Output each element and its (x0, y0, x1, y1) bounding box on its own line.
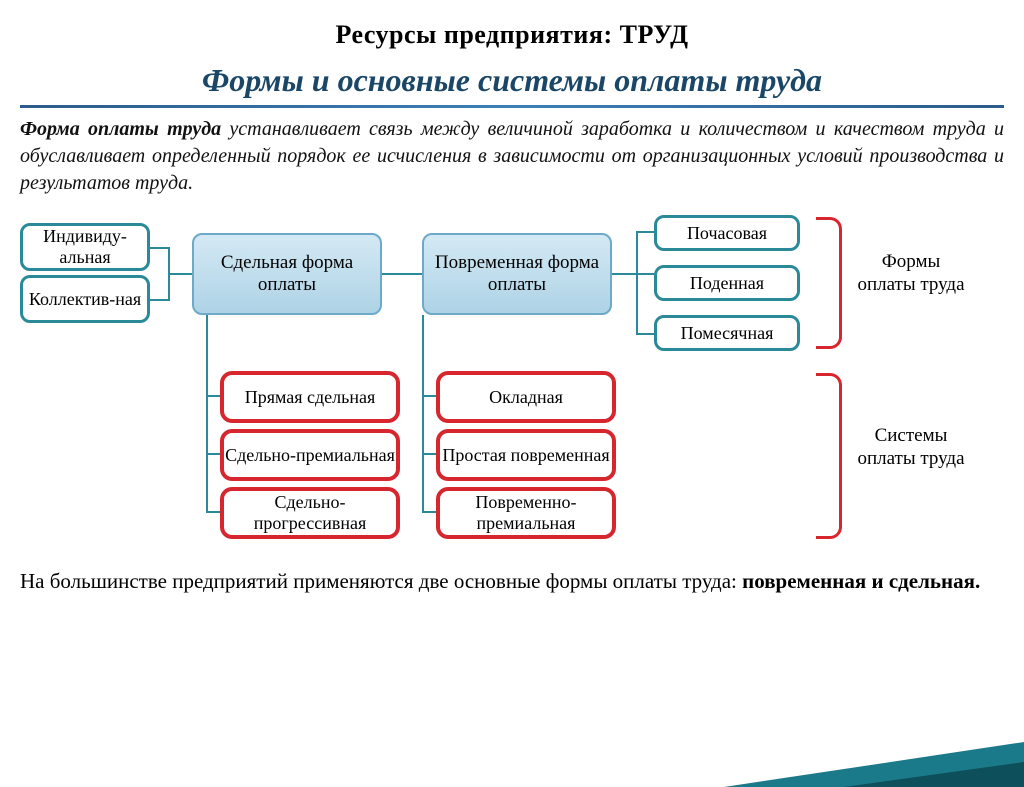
diagram: Индивиду-альная Коллектив-ная Сдельная ф… (20, 211, 1004, 561)
bracket-systems (816, 373, 842, 539)
para-bold: Форма оплаты труда (20, 118, 221, 140)
system-time-bonus: Повременно-премиальная (436, 487, 616, 539)
system-direct-piecework: Прямая сдельная (220, 371, 400, 423)
conn (612, 273, 636, 275)
form-timebased: Повременная форма оплаты (422, 233, 612, 315)
conn (422, 315, 424, 513)
conn (422, 395, 436, 397)
conn (422, 453, 436, 455)
system-piecework-bonus: Сдельно-премиальная (220, 429, 400, 481)
conn (206, 315, 208, 513)
conn (168, 273, 192, 275)
form-piecework: Сдельная форма оплаты (192, 233, 382, 315)
corner-accent-dark (844, 762, 1024, 787)
conn (206, 511, 220, 513)
conn (636, 273, 654, 275)
system-simple-time: Простая повременная (436, 429, 616, 481)
conn (150, 299, 168, 301)
conn (206, 395, 220, 397)
conn (150, 247, 168, 249)
bracket-forms (816, 217, 842, 349)
footer-bold: повременная и сдельная. (742, 569, 980, 593)
right-box-daily: Поденная (654, 265, 800, 301)
footer-pre: На большинстве предприятий применяются д… (20, 569, 742, 593)
conn (422, 511, 436, 513)
left-box-individual: Индивиду-альная (20, 223, 150, 271)
bracket-label-forms: Формы оплаты труда (856, 251, 966, 297)
conn (206, 453, 220, 455)
right-box-hourly: Почасовая (654, 215, 800, 251)
system-salary: Окладная (436, 371, 616, 423)
footer-paragraph: На большинстве предприятий применяются д… (20, 569, 1004, 594)
conn (636, 231, 654, 233)
intro-paragraph: Форма оплаты труда устанавливает связь м… (20, 116, 1004, 197)
bracket-label-systems: Системы оплаты труда (856, 425, 966, 471)
left-box-collective: Коллектив-ная (20, 275, 150, 323)
subtitle: Формы и основные системы оплаты труда (20, 62, 1004, 108)
conn (636, 333, 654, 335)
conn (636, 231, 638, 335)
page-title: Ресурсы предприятия: ТРУД (0, 20, 1024, 50)
system-piecework-progressive: Сдельно-прогрессивная (220, 487, 400, 539)
conn (382, 273, 422, 275)
right-box-monthly: Помесячная (654, 315, 800, 351)
